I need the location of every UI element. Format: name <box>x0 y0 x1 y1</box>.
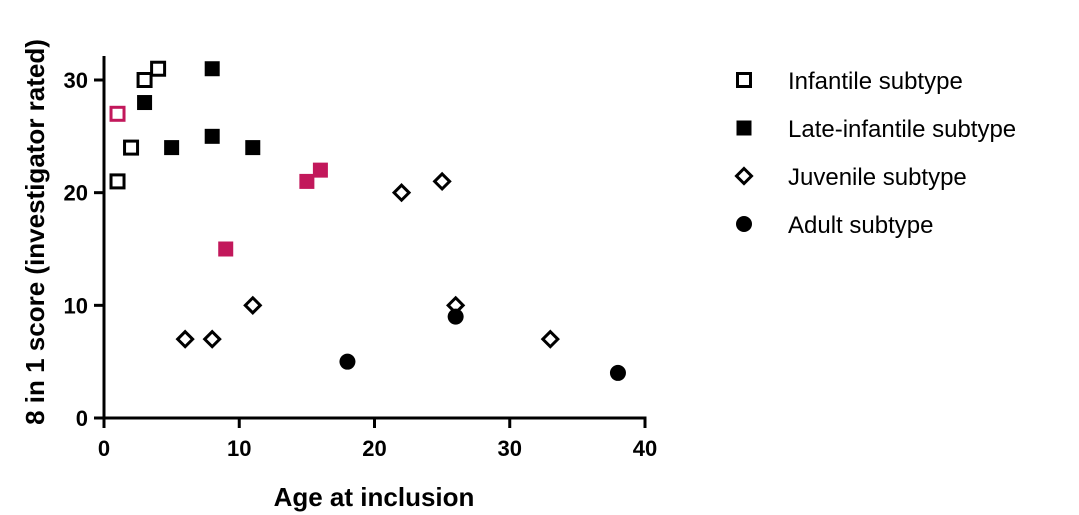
legend-label: Adult subtype <box>788 212 933 239</box>
data-point <box>243 295 263 315</box>
data-point <box>202 329 222 349</box>
data-point <box>391 183 412 203</box>
data-point <box>432 171 452 192</box>
data-point <box>312 162 328 178</box>
legend-item: Infantile subtype <box>736 68 963 95</box>
data-point <box>109 173 126 190</box>
data-points <box>109 60 626 381</box>
legend-marker <box>734 166 754 186</box>
axis-ticks: 0 10 20 30 40 0 10 20 30 <box>64 68 658 461</box>
data-point <box>245 140 261 156</box>
x-tick-label: 0 <box>98 436 110 461</box>
data-point <box>175 329 195 349</box>
legend: Infantile subtype Late-infantile subtype J… <box>734 68 1016 239</box>
data-point <box>299 173 315 189</box>
series-filled-square <box>137 61 328 257</box>
data-point <box>137 95 153 111</box>
legend-marker <box>736 72 752 88</box>
legend-marker <box>736 216 752 232</box>
legend-label: Juvenile subtype <box>788 164 967 191</box>
y-tick-label: 30 <box>64 68 88 93</box>
y-tick-label: 10 <box>64 293 88 318</box>
data-point <box>204 128 220 144</box>
y-tick-label: 20 <box>64 181 88 206</box>
legend-item: Adult subtype <box>736 212 933 239</box>
x-tick-label: 30 <box>498 436 522 461</box>
series-open-square <box>109 60 167 190</box>
x-tick-label: 10 <box>227 436 251 461</box>
series-filled-circle <box>339 308 626 381</box>
x-tick-label: 20 <box>362 436 386 461</box>
data-point <box>164 140 180 156</box>
data-point <box>339 353 356 370</box>
data-point <box>218 241 234 257</box>
data-point <box>609 364 626 381</box>
legend-item: Late-infantile subtype <box>736 116 1016 143</box>
legend-label: Infantile subtype <box>788 68 963 95</box>
y-axis-title: 8 in 1 score (investigator rated) <box>20 39 50 425</box>
x-tick-label: 40 <box>633 436 657 461</box>
data-point <box>540 329 560 349</box>
data-point <box>447 308 464 325</box>
data-point <box>150 60 167 77</box>
series-open-diamond <box>175 171 560 349</box>
axes <box>102 56 647 420</box>
data-point <box>109 105 126 122</box>
legend-item: Juvenile subtype <box>734 164 967 191</box>
x-axis-title: Age at inclusion <box>274 482 475 512</box>
data-point <box>123 139 140 156</box>
data-point <box>136 72 153 88</box>
legend-marker <box>736 120 752 136</box>
legend-label: Late-infantile subtype <box>788 116 1016 143</box>
data-point <box>204 61 220 77</box>
y-tick-label: 0 <box>76 406 88 431</box>
